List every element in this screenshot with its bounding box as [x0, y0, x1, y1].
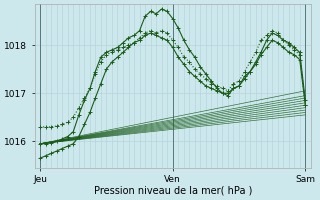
X-axis label: Pression niveau de la mer( hPa ): Pression niveau de la mer( hPa )	[93, 186, 252, 196]
